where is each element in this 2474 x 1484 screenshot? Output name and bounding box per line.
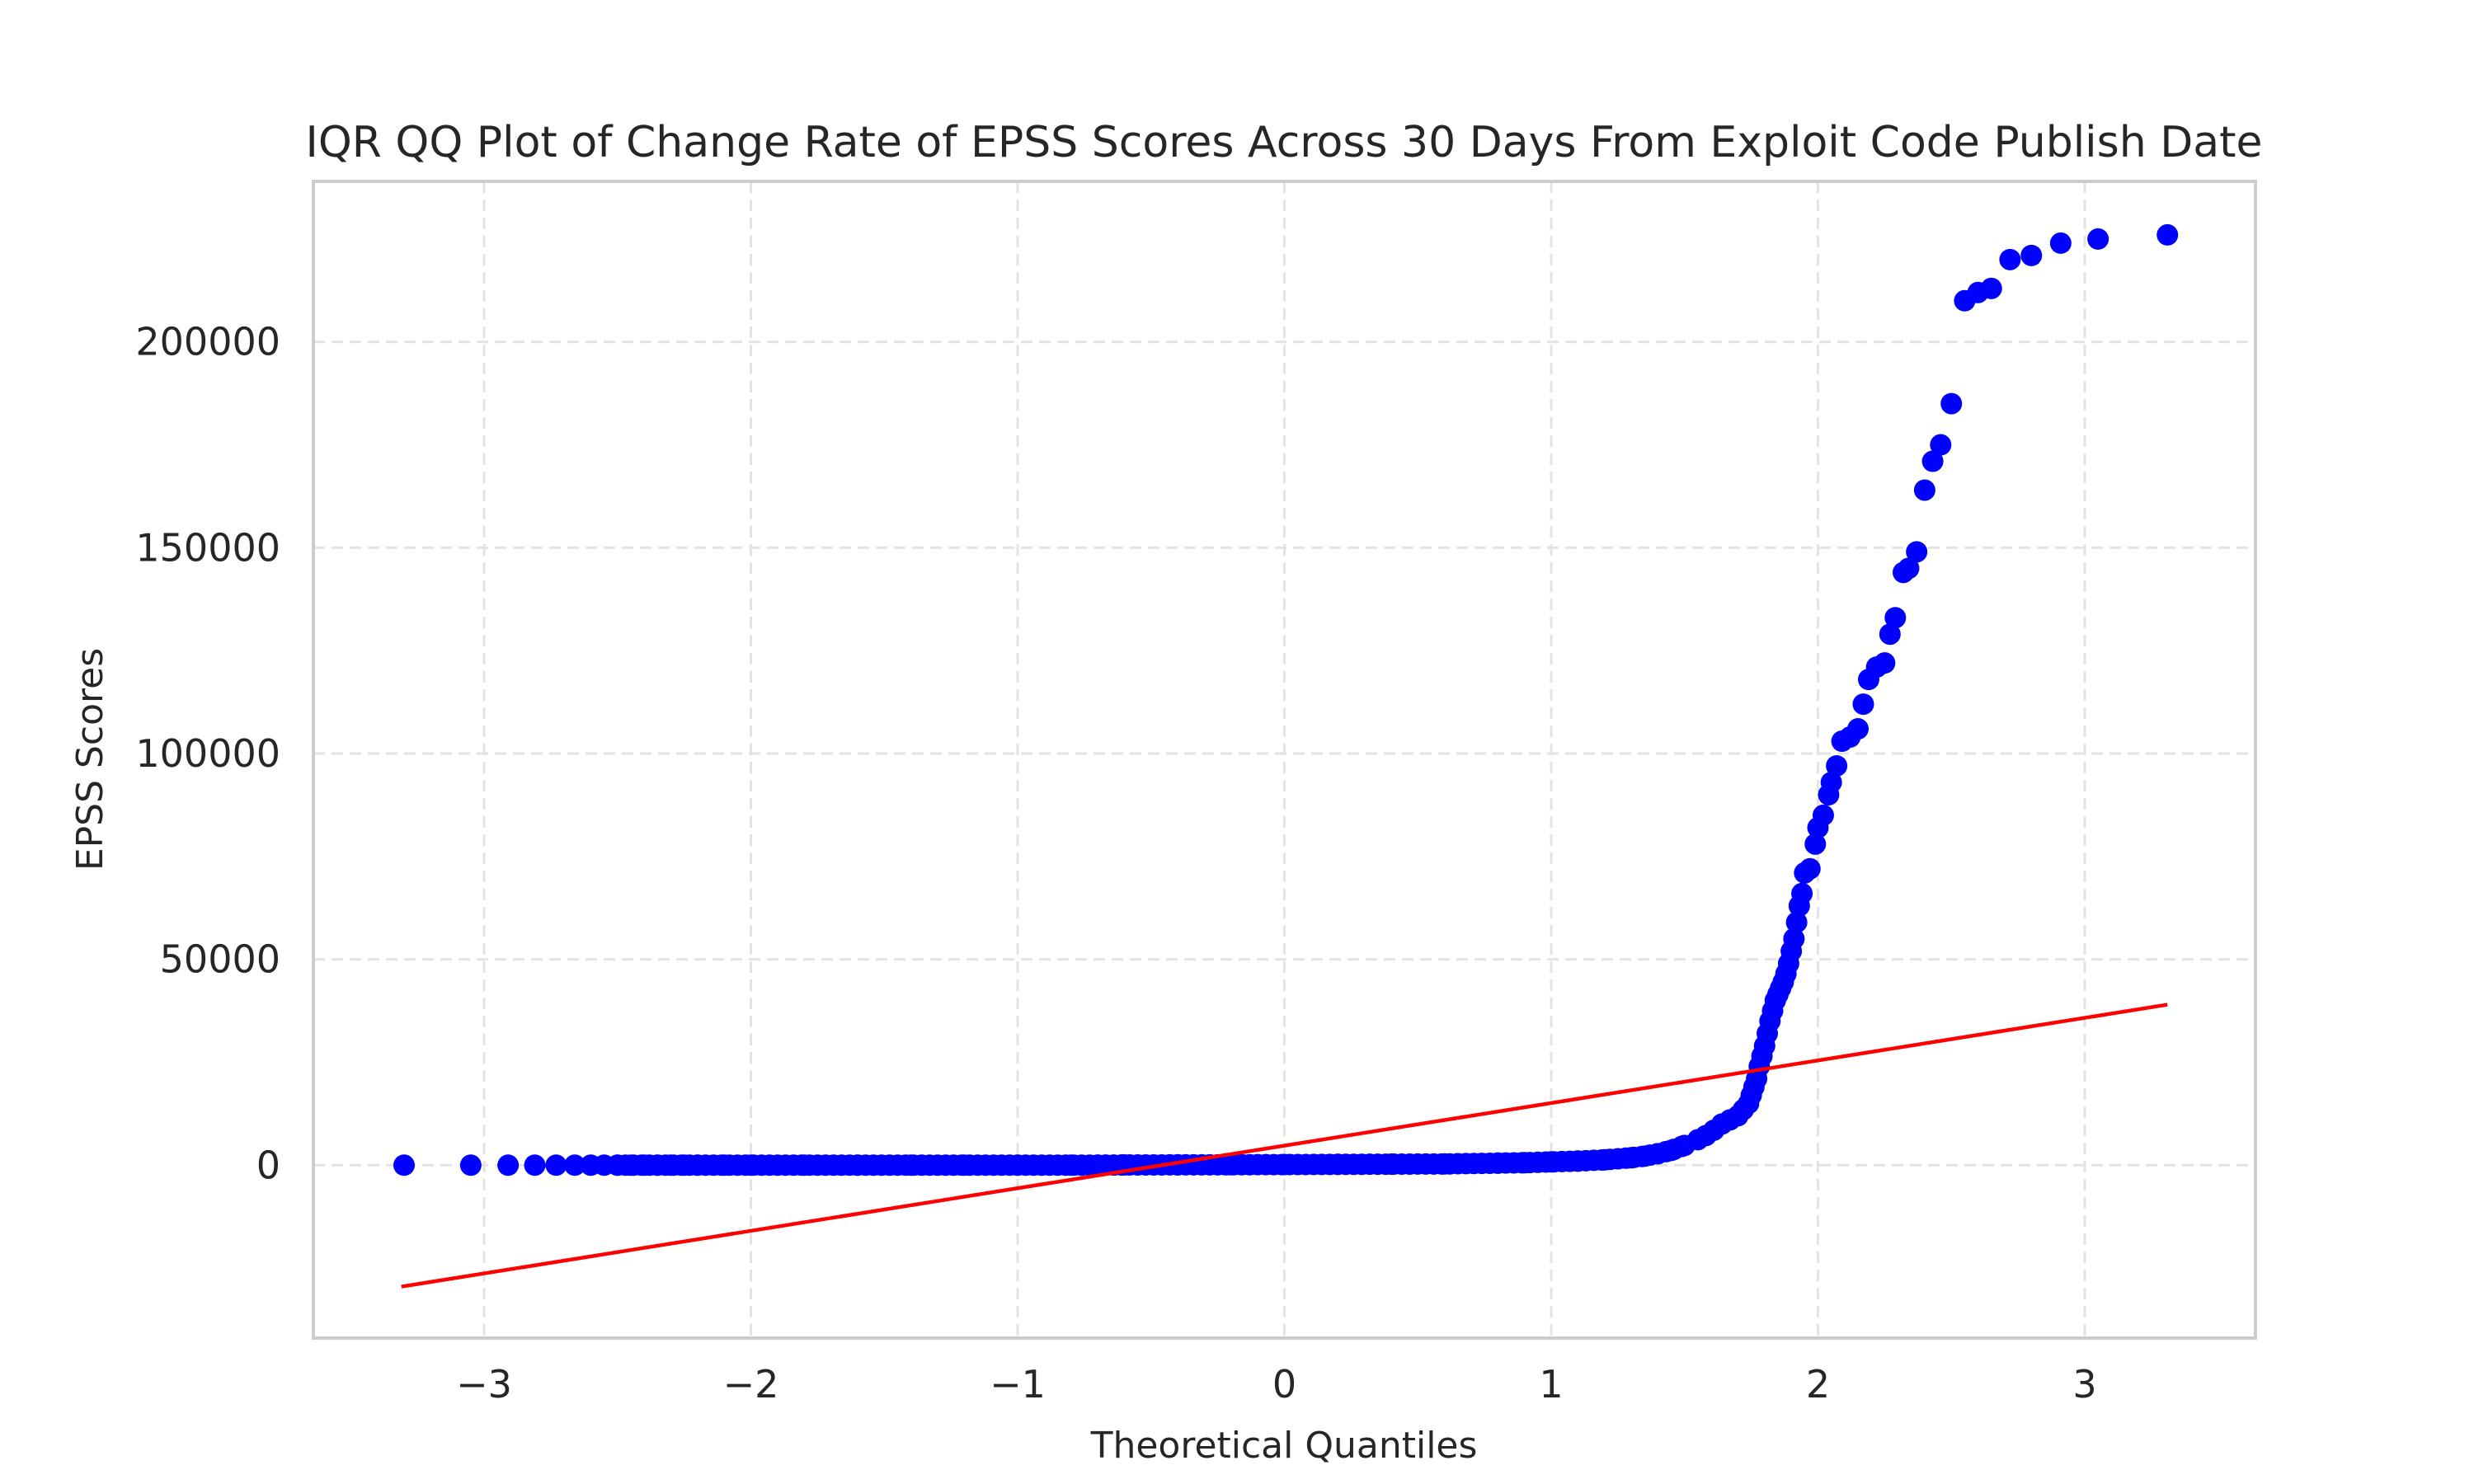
data-points	[393, 223, 2179, 1176]
data-point	[545, 1154, 567, 1176]
grid	[313, 181, 2255, 1338]
data-point	[2157, 223, 2179, 246]
data-point	[1999, 248, 2021, 270]
data-point	[1884, 607, 1907, 629]
plot-frame	[312, 180, 2257, 1340]
data-point	[1847, 718, 1870, 740]
data-point	[1007, 1154, 1029, 1176]
x-tick-labels: −3 −2 −1 0 1 2 3	[456, 1362, 2096, 1407]
data-point	[1220, 1153, 1242, 1176]
x-tick-label: −1	[990, 1362, 1046, 1407]
data-point	[1327, 1153, 1349, 1176]
data-point	[1930, 434, 1952, 456]
data-point	[2087, 228, 2109, 250]
x-tick-label: 1	[1539, 1362, 1563, 1407]
data-point	[1898, 557, 1920, 580]
data-point	[1879, 623, 1901, 646]
y-tick-labels: 0 50000 100000 150000 200000	[135, 320, 280, 1188]
y-axis-label: EPSS Scores	[69, 648, 111, 871]
data-point	[2049, 232, 2072, 254]
data-point	[1487, 1152, 1509, 1174]
data-point	[1812, 804, 1834, 826]
data-point	[1913, 479, 1935, 501]
y-tick-label: 150000	[135, 525, 280, 570]
data-point	[713, 1154, 736, 1176]
data-point	[1433, 1153, 1456, 1175]
data-point	[1791, 882, 1813, 904]
y-tick-label: 200000	[135, 320, 280, 364]
x-tick-label: 2	[1806, 1362, 1830, 1407]
chart-title: IQR QQ Plot of Change Rate of EPSS Score…	[305, 118, 2262, 167]
fit-line	[401, 1003, 2168, 1289]
data-point	[393, 1154, 415, 1176]
x-tick-label: −3	[456, 1362, 512, 1407]
data-point	[900, 1154, 922, 1176]
data-point	[846, 1154, 868, 1176]
data-point	[686, 1154, 708, 1176]
data-point	[1567, 1150, 1589, 1172]
data-point	[524, 1154, 546, 1176]
data-point	[1785, 911, 1808, 933]
data-point	[1593, 1148, 1616, 1171]
fit-line-group	[401, 1003, 2168, 1289]
x-tick-label: 0	[1272, 1362, 1296, 1407]
data-point	[1167, 1153, 1189, 1176]
data-point	[1852, 693, 1874, 716]
data-point	[1380, 1153, 1402, 1176]
data-point	[953, 1154, 976, 1176]
y-tick-label: 100000	[135, 731, 280, 776]
data-point	[497, 1154, 520, 1176]
data-point	[1273, 1153, 1296, 1176]
data-point	[1906, 541, 1928, 563]
data-point	[1980, 277, 2002, 299]
data-point	[564, 1154, 586, 1176]
data-point	[1826, 754, 1848, 777]
data-point	[793, 1154, 816, 1176]
data-point	[1874, 652, 1896, 674]
data-point	[1804, 833, 1827, 855]
data-point	[1921, 450, 1944, 472]
y-tick-label: 0	[256, 1143, 280, 1187]
data-point	[1060, 1154, 1082, 1176]
x-tick-label: 3	[2072, 1362, 2096, 1407]
x-tick-label: −2	[723, 1362, 779, 1407]
data-point	[459, 1154, 482, 1176]
data-point	[1513, 1152, 1536, 1174]
data-point	[740, 1154, 762, 1176]
data-point	[1783, 928, 1805, 950]
y-tick-label: 50000	[160, 937, 280, 982]
data-point	[1940, 392, 1963, 415]
data-point	[1820, 771, 1842, 793]
data-point	[1540, 1151, 1562, 1173]
x-axis-label: Theoretical Quantiles	[1090, 1425, 1478, 1467]
data-point	[1799, 857, 1821, 880]
data-point	[2020, 244, 2043, 266]
